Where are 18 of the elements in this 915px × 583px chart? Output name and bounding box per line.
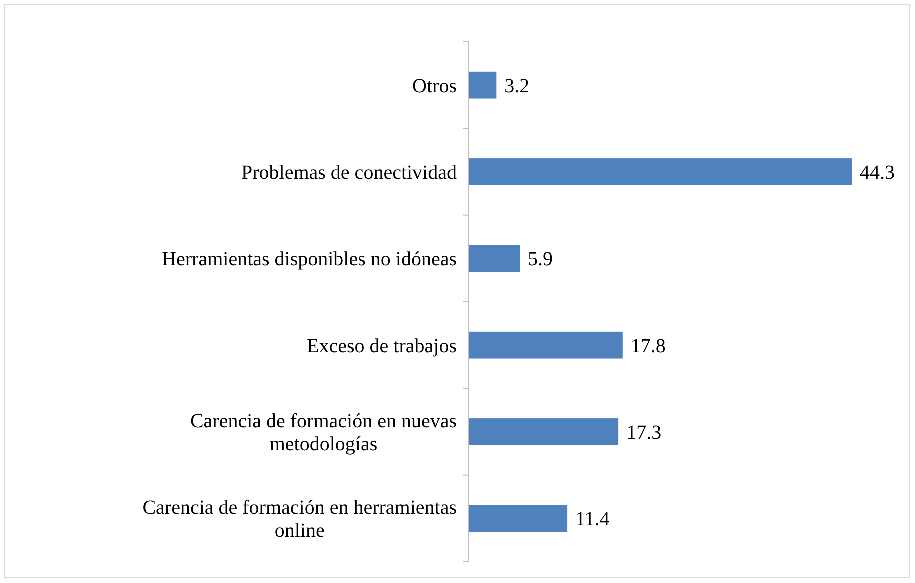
y-tick-label: Herramientas disponibles no idóneas [162,248,458,271]
y-tick-label: Carencia de formación en nuevas metodologías [190,410,458,456]
data-label: 5.9 [528,248,554,271]
data-label: 44.3 [860,162,895,184]
y-tick-label: Otros [412,75,458,98]
data-label: 11.4 [576,508,610,531]
data-label: 3.2 [504,75,530,98]
bar [469,72,497,99]
bar [469,332,623,359]
bar [469,505,568,532]
bar [469,418,619,446]
data-label: 17.8 [630,335,666,358]
y-tick-label: Exceso de trabajos [307,335,458,358]
data-label: 17.3 [626,422,662,444]
bar [469,158,852,186]
y-tick-label: Problemas de conectividad [242,162,457,184]
y-tick-label: Carencia de formación en herramientas online [142,497,458,542]
bar [469,245,520,272]
